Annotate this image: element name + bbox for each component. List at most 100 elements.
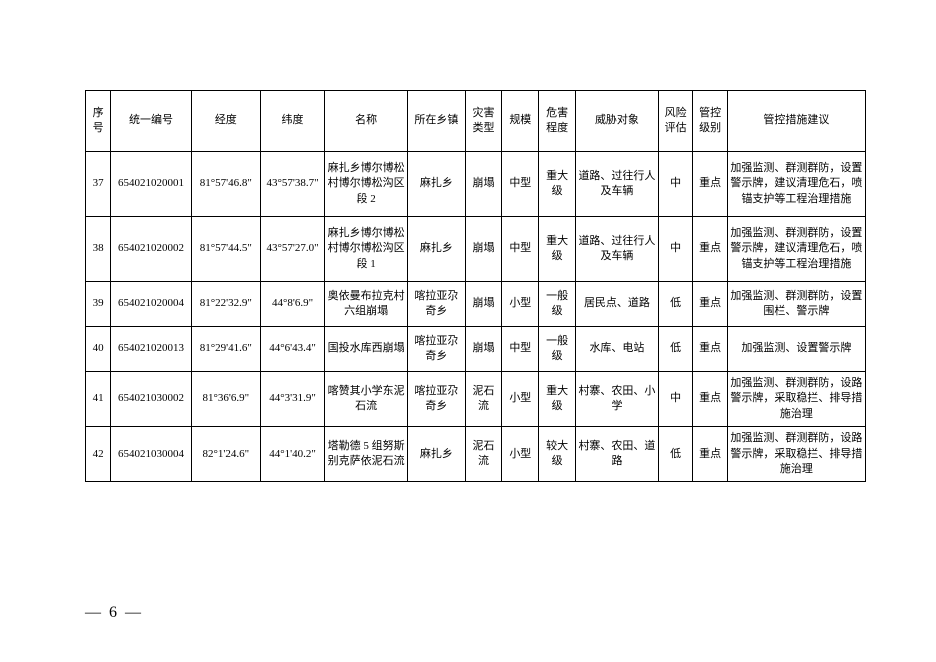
cell-lon: 81°22'32.9" (191, 282, 260, 327)
cell-code: 654021020001 (111, 152, 192, 217)
cell-degree: 重大级 (539, 152, 576, 217)
header-type: 灾害类型 (465, 91, 502, 152)
cell-town: 麻扎乡 (408, 427, 466, 482)
cell-scale: 中型 (502, 217, 539, 282)
header-threat: 威胁对象 (576, 91, 659, 152)
cell-scale: 小型 (502, 372, 539, 427)
cell-town: 麻扎乡 (408, 152, 466, 217)
cell-name: 麻扎乡博尔博松村博尔博松沟区段 2 (325, 152, 408, 217)
cell-scale: 小型 (502, 427, 539, 482)
cell-seq: 39 (86, 282, 111, 327)
cell-scale: 中型 (502, 152, 539, 217)
cell-suggest: 加强监测、群测群防，设路警示牌，采取稳拦、排导措施治理 (727, 427, 865, 482)
cell-lat: 44°3'31.9" (260, 372, 324, 427)
cell-level: 重点 (693, 372, 728, 427)
cell-degree: 一般级 (539, 282, 576, 327)
cell-threat: 水库、电站 (576, 327, 659, 372)
header-code: 统一编号 (111, 91, 192, 152)
header-seq: 序号 (86, 91, 111, 152)
cell-name: 奥依曼布拉克村六组崩塌 (325, 282, 408, 327)
cell-lat: 44°6'43.4" (260, 327, 324, 372)
document-page: 序号 统一编号 经度 纬度 名称 所在乡镇 灾害类型 规模 危害程度 威胁对象 … (0, 0, 936, 482)
cell-scale: 中型 (502, 327, 539, 372)
cell-lon: 82°1'24.6" (191, 427, 260, 482)
header-scale: 规模 (502, 91, 539, 152)
cell-level: 重点 (693, 282, 728, 327)
table-row: 38 654021020002 81°57'44.5" 43°57'27.0" … (86, 217, 866, 282)
table-row: 37 654021020001 81°57'46.8" 43°57'38.7" … (86, 152, 866, 217)
header-lon: 经度 (191, 91, 260, 152)
cell-suggest: 加强监测、群测群防，设置围栏、警示牌 (727, 282, 865, 327)
cell-name: 国投水库西崩塌 (325, 327, 408, 372)
cell-name: 喀赞其小学东泥石流 (325, 372, 408, 427)
cell-code: 654021020004 (111, 282, 192, 327)
cell-type: 崩塌 (465, 327, 502, 372)
cell-seq: 41 (86, 372, 111, 427)
page-number: — 6 — (85, 604, 143, 622)
cell-town: 喀拉亚尕奇乡 (408, 372, 466, 427)
cell-risk: 中 (658, 152, 693, 217)
data-table: 序号 统一编号 经度 纬度 名称 所在乡镇 灾害类型 规模 危害程度 威胁对象 … (85, 90, 866, 482)
cell-code: 654021020013 (111, 327, 192, 372)
cell-threat: 村寨、农田、小学 (576, 372, 659, 427)
cell-town: 喀拉亚尕奇乡 (408, 282, 466, 327)
cell-risk: 低 (658, 327, 693, 372)
cell-type: 崩塌 (465, 217, 502, 282)
cell-level: 重点 (693, 427, 728, 482)
header-degree: 危害程度 (539, 91, 576, 152)
cell-suggest: 加强监测、群测群防，设置警示牌，建议清理危石，喷锚支护等工程治理措施 (727, 217, 865, 282)
cell-degree: 较大级 (539, 427, 576, 482)
cell-level: 重点 (693, 327, 728, 372)
cell-suggest: 加强监测、群测群防，设路警示牌，采取稳拦、排导措施治理 (727, 372, 865, 427)
cell-degree: 重大级 (539, 372, 576, 427)
cell-type: 崩塌 (465, 152, 502, 217)
header-lat: 纬度 (260, 91, 324, 152)
cell-lat: 43°57'38.7" (260, 152, 324, 217)
header-suggest: 管控措施建议 (727, 91, 865, 152)
cell-degree: 重大级 (539, 217, 576, 282)
cell-lon: 81°57'46.8" (191, 152, 260, 217)
cell-seq: 42 (86, 427, 111, 482)
cell-risk: 低 (658, 427, 693, 482)
header-risk: 风险评估 (658, 91, 693, 152)
cell-level: 重点 (693, 152, 728, 217)
cell-name: 麻扎乡博尔博松村博尔博松沟区段 1 (325, 217, 408, 282)
cell-code: 654021030004 (111, 427, 192, 482)
table-body: 37 654021020001 81°57'46.8" 43°57'38.7" … (86, 152, 866, 482)
cell-lat: 43°57'27.0" (260, 217, 324, 282)
cell-risk: 中 (658, 217, 693, 282)
cell-type: 泥石流 (465, 372, 502, 427)
cell-lat: 44°1'40.2" (260, 427, 324, 482)
cell-scale: 小型 (502, 282, 539, 327)
cell-town: 喀拉亚尕奇乡 (408, 327, 466, 372)
cell-town: 麻扎乡 (408, 217, 466, 282)
header-name: 名称 (325, 91, 408, 152)
cell-code: 654021030002 (111, 372, 192, 427)
cell-threat: 道路、过往行人及车辆 (576, 152, 659, 217)
cell-seq: 37 (86, 152, 111, 217)
cell-name: 塔勒德 5 组努斯别克萨依泥石流 (325, 427, 408, 482)
table-row: 40 654021020013 81°29'41.6" 44°6'43.4" 国… (86, 327, 866, 372)
header-level: 管控级别 (693, 91, 728, 152)
cell-suggest: 加强监测、群测群防，设置警示牌，建议清理危石，喷锚支护等工程治理措施 (727, 152, 865, 217)
table-row: 42 654021030004 82°1'24.6" 44°1'40.2" 塔勒… (86, 427, 866, 482)
cell-threat: 道路、过往行人及车辆 (576, 217, 659, 282)
cell-type: 泥石流 (465, 427, 502, 482)
cell-risk: 低 (658, 282, 693, 327)
cell-lon: 81°29'41.6" (191, 327, 260, 372)
header-town: 所在乡镇 (408, 91, 466, 152)
cell-level: 重点 (693, 217, 728, 282)
table-row: 39 654021020004 81°22'32.9" 44°8'6.9" 奥依… (86, 282, 866, 327)
cell-risk: 中 (658, 372, 693, 427)
cell-lon: 81°36'6.9" (191, 372, 260, 427)
cell-degree: 一般级 (539, 327, 576, 372)
cell-seq: 38 (86, 217, 111, 282)
cell-seq: 40 (86, 327, 111, 372)
cell-threat: 村寨、农田、道路 (576, 427, 659, 482)
table-row: 41 654021030002 81°36'6.9" 44°3'31.9" 喀赞… (86, 372, 866, 427)
cell-threat: 居民点、道路 (576, 282, 659, 327)
cell-lon: 81°57'44.5" (191, 217, 260, 282)
cell-type: 崩塌 (465, 282, 502, 327)
cell-lat: 44°8'6.9" (260, 282, 324, 327)
cell-code: 654021020002 (111, 217, 192, 282)
